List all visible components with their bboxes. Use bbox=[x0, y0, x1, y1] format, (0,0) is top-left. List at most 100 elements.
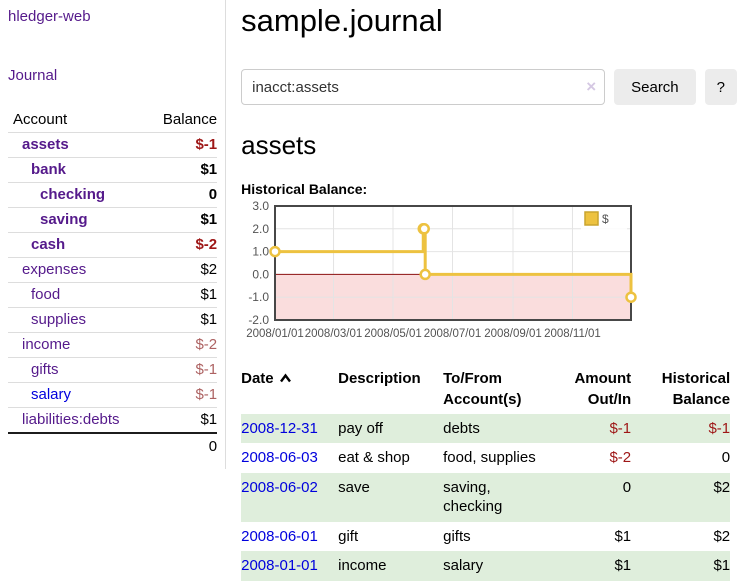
account-link-liabilities-debts[interactable]: liabilities:debts bbox=[22, 411, 120, 428]
register-header-description: Description bbox=[338, 370, 421, 387]
account-link-income[interactable]: income bbox=[22, 336, 71, 353]
account-link-cash[interactable]: cash bbox=[31, 236, 66, 253]
transaction-accounts: saving, checking bbox=[443, 478, 503, 516]
chart-title: Historical Balance: bbox=[241, 181, 368, 197]
transaction-accounts: food, supplies bbox=[443, 449, 536, 467]
register-header-row: Date Description To/From Account(s) Amou… bbox=[241, 366, 730, 414]
account-name-cell: cash bbox=[8, 232, 149, 258]
chart-x-tick-label: 2008/05/01 bbox=[364, 328, 422, 340]
clear-search-icon[interactable]: × bbox=[586, 76, 597, 96]
account-balance: $1 bbox=[148, 407, 218, 434]
account-row: expenses $2 bbox=[8, 257, 218, 283]
register-header-date[interactable]: Date bbox=[241, 366, 338, 414]
account-link-salary[interactable]: salary bbox=[31, 386, 72, 403]
date-header-label: Date bbox=[241, 370, 274, 387]
register-header-accounts: To/From Account(s) bbox=[443, 370, 522, 409]
transaction-date-link[interactable]: 2008-01-01 bbox=[241, 557, 318, 575]
transaction-row: 2008-06-01 gift gifts $1 $2 bbox=[241, 522, 730, 552]
transaction-balance: 0 bbox=[721, 449, 731, 467]
account-page-title: assets bbox=[241, 130, 317, 160]
transaction-balance: $1 bbox=[713, 557, 731, 575]
app-title-link[interactable]: hledger-web bbox=[8, 8, 91, 25]
chart-y-tick-label: 2.0 bbox=[252, 222, 269, 236]
transaction-row: 2008-06-03 eat & shop food, supplies $-2 0 bbox=[241, 443, 730, 473]
chart-data-point bbox=[269, 245, 281, 258]
transaction-date-link[interactable]: 2008-12-31 bbox=[241, 419, 318, 437]
account-name-cell: assets bbox=[8, 132, 149, 158]
register-table: Date Description To/From Account(s) Amou… bbox=[241, 366, 731, 581]
transaction-date-cell: 2008-06-03 bbox=[241, 443, 338, 473]
accounts-total-row: 0 bbox=[8, 432, 218, 459]
chart-data-point bbox=[419, 268, 432, 281]
accounts-total-spacer bbox=[8, 432, 149, 459]
account-balance: $1 bbox=[148, 157, 218, 183]
account-name-cell: income bbox=[8, 332, 149, 358]
chart-y-tick-label: -2.0 bbox=[248, 313, 269, 327]
chart-x-tick-label: 2008/03/01 bbox=[305, 328, 363, 340]
account-link-food[interactable]: food bbox=[31, 286, 61, 303]
account-balance: $-2 bbox=[148, 232, 218, 258]
transaction-accounts: salary bbox=[443, 557, 484, 575]
chart-data-point bbox=[418, 223, 431, 235]
register-header-amount: Amount Out/In bbox=[574, 370, 632, 409]
account-name-cell: checking bbox=[8, 182, 149, 208]
account-balance: $-1 bbox=[148, 382, 218, 408]
search-input-wrap: × bbox=[241, 69, 606, 105]
account-balance: 0 bbox=[148, 182, 218, 208]
account-link-gifts[interactable]: gifts bbox=[31, 361, 59, 378]
transaction-description: save bbox=[338, 478, 370, 496]
account-row: supplies $1 bbox=[8, 307, 218, 333]
account-link-bank[interactable]: bank bbox=[31, 161, 67, 178]
search-button[interactable]: Search bbox=[614, 69, 696, 105]
account-balance: $1 bbox=[148, 307, 218, 333]
account-balance: $-1 bbox=[148, 357, 218, 383]
transaction-date-cell: 2008-12-31 bbox=[241, 414, 338, 444]
account-link-checking[interactable]: checking bbox=[40, 186, 106, 203]
chart-y-tick-label: 0.0 bbox=[252, 267, 269, 281]
accounts-table: Account Balance assets $-1 bank $1 checking 0… bbox=[8, 108, 218, 459]
transaction-row: 2008-01-01 income salary $1 $1 bbox=[241, 551, 731, 581]
transaction-date-link[interactable]: 2008-06-03 bbox=[241, 449, 318, 467]
accounts-header-account: Account bbox=[8, 108, 149, 133]
account-row: assets $-1 bbox=[8, 132, 218, 158]
sort-ascending-icon bbox=[279, 369, 292, 390]
account-balance: $1 bbox=[148, 282, 218, 308]
account-link-saving[interactable]: saving bbox=[40, 211, 88, 228]
account-name-cell: supplies bbox=[8, 307, 149, 333]
transaction-date-cell: 2008-06-01 bbox=[241, 522, 338, 552]
historical-balance-chart: $3.0 2.0 1.0 0.0 -1.0 -2.0 2008/01/01 2008/03/0… bbox=[241, 199, 737, 350]
account-balance: $-2 bbox=[148, 332, 218, 358]
account-name-cell: food bbox=[8, 282, 149, 308]
chart-y-tick-label: 1.0 bbox=[252, 245, 269, 259]
account-row: income $-2 bbox=[8, 332, 218, 358]
account-link-assets[interactable]: assets bbox=[22, 136, 69, 153]
search-form: × Search ? bbox=[241, 69, 737, 105]
chart-x-tick-label: 2008/07/01 bbox=[424, 328, 482, 340]
accounts-total-value: 0 bbox=[148, 432, 218, 459]
transaction-amount: $1 bbox=[614, 527, 632, 545]
transaction-date-link[interactable]: 2008-06-01 bbox=[241, 527, 318, 545]
chart-x-tick-label: 2008/09/01 bbox=[484, 328, 542, 340]
chart-x-tick-label: 2008/01/01 bbox=[246, 328, 304, 340]
sidebar-item-journal[interactable]: Journal bbox=[8, 67, 58, 84]
transaction-balance: $2 bbox=[713, 478, 731, 496]
account-row: cash $-2 bbox=[8, 232, 218, 258]
register-header-balance: Historical Balance bbox=[661, 370, 731, 409]
account-balance: $2 bbox=[148, 257, 218, 283]
account-balance: $1 bbox=[148, 207, 218, 233]
transaction-balance: $2 bbox=[713, 527, 731, 545]
transaction-date-link[interactable]: 2008-06-02 bbox=[241, 478, 318, 496]
search-input[interactable] bbox=[241, 69, 606, 105]
account-row: bank $1 bbox=[8, 157, 218, 183]
account-link-expenses[interactable]: expenses bbox=[22, 261, 87, 278]
account-name-cell: bank bbox=[8, 157, 149, 183]
accounts-header-row: Account Balance bbox=[8, 108, 218, 133]
transaction-row: 2008-06-02 save saving, checking 0 $2 bbox=[241, 472, 731, 522]
chart-x-tick-label: 2008/11/01 bbox=[544, 328, 601, 340]
transaction-description: gift bbox=[338, 527, 359, 545]
transaction-amount: $-2 bbox=[609, 449, 632, 467]
help-button[interactable]: ? bbox=[704, 69, 737, 105]
transaction-description: income bbox=[338, 557, 387, 575]
account-link-supplies[interactable]: supplies bbox=[31, 311, 87, 328]
